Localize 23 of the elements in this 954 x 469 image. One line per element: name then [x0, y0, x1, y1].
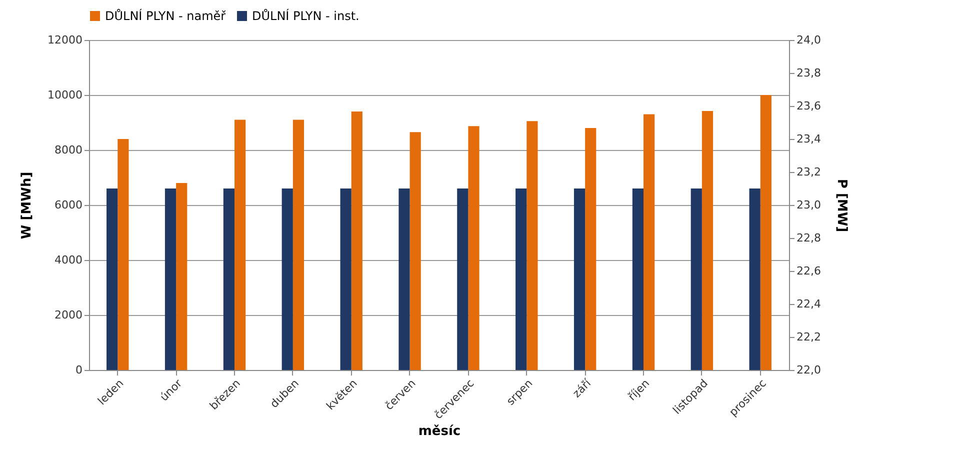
y-tick-label: 4000	[54, 254, 82, 266]
y-tick-label: 10000	[48, 88, 82, 102]
legend-label: DŮLNÍ PLYN - inst.	[252, 8, 360, 23]
y-tick-label: 2000	[54, 308, 82, 322]
legend-label: DŮLNÍ PLYN - naměř	[105, 8, 227, 23]
y2-tick-label: 22,6	[796, 264, 821, 278]
y2-tick-label: 22,2	[796, 330, 821, 344]
y2-tick-label: 23,4	[796, 132, 821, 146]
y2-tick-label: 23,2	[796, 166, 821, 178]
y-tick-label: 8000	[54, 144, 82, 156]
y-tick-label: 0	[76, 364, 82, 376]
y-tick-label: 12000	[48, 34, 82, 46]
x-axis-title: měsíc	[418, 424, 461, 439]
y2-tick-label: 22,0	[796, 364, 821, 376]
y2-tick-label: 23,8	[796, 66, 821, 80]
y2-tick-label: 23,6	[796, 100, 821, 112]
y-tick-label: 6000	[54, 198, 82, 212]
y2-tick-label: 24,0	[796, 34, 821, 46]
y2-axis-title: P [MW]	[834, 178, 849, 232]
y2-tick-label: 23,0	[796, 198, 821, 212]
y-axis-title: W [MWh]	[20, 172, 35, 240]
y2-tick-label: 22,8	[796, 232, 821, 244]
y2-tick-label: 22,4	[796, 298, 821, 310]
